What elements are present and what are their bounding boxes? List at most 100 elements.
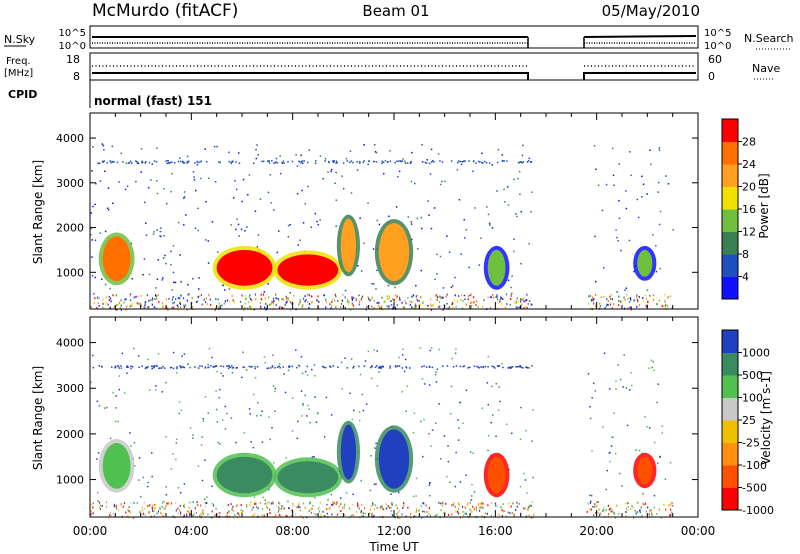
velocity-echo-point [201, 479, 204, 482]
power-clutter-point [475, 304, 477, 307]
power-echo-point [174, 281, 177, 284]
velocity-ytick-label: 2000 [56, 428, 84, 441]
velocity-clutter-point [202, 511, 204, 514]
velocity-clutter-point [396, 507, 398, 510]
power-echo-point [351, 297, 353, 300]
velocity-echo-point [115, 395, 117, 397]
velocity-band-point [396, 365, 399, 367]
power-echo-region [277, 254, 339, 286]
power-echo-point [594, 280, 597, 283]
velocity-echo-point [133, 465, 136, 467]
power-echo-point [518, 306, 520, 309]
velocity-clutter-point [115, 504, 117, 507]
power-clutter-point [378, 307, 381, 310]
velocity-band-point [405, 367, 408, 369]
power-colorbar-tick-label: 8 [742, 248, 749, 261]
power-echo-point [513, 238, 515, 240]
power-echo-point [464, 298, 466, 301]
power-clutter-point [185, 304, 187, 307]
velocity-echo-point [317, 412, 319, 415]
power-echo-point [410, 180, 413, 183]
power-echo-point [427, 200, 429, 202]
power-clutter-point [129, 294, 131, 297]
velocity-echo-point [304, 394, 306, 397]
power-clutter-point [504, 306, 506, 309]
velocity-clutter-point [211, 510, 213, 513]
velocity-clutter-point [251, 508, 253, 511]
velocity-band-point [212, 366, 215, 368]
velocity-echo-point [429, 482, 431, 485]
power-clutter-point [209, 298, 211, 301]
power-band-point [472, 160, 475, 162]
velocity-echo-point [149, 389, 151, 391]
velocity-clutter-point [641, 514, 643, 517]
power-echo-point [428, 214, 430, 217]
velocity-echo-point [457, 512, 460, 515]
velocity-echo-point [338, 505, 341, 508]
velocity-echo-point [646, 425, 648, 428]
power-clutter-point [629, 306, 631, 309]
velocity-band-point [204, 366, 207, 368]
power-echo-region [216, 249, 273, 286]
velocity-echo-point [172, 453, 174, 455]
power-band-point [219, 161, 221, 164]
power-clutter-point [462, 299, 464, 302]
velocity-echo-point [390, 510, 393, 512]
velocity-clutter-point [472, 505, 474, 508]
velocity-clutter-point [186, 513, 188, 516]
power-band-point [400, 160, 402, 163]
velocity-clutter-point [604, 510, 606, 513]
power-echo-point [489, 224, 491, 226]
velocity-echo-point [274, 410, 276, 412]
power-band-point [475, 162, 477, 164]
power-echo-point [155, 287, 157, 289]
velocity-band-point [398, 365, 401, 367]
velocity-clutter-point [290, 511, 292, 514]
velocity-echo-point [462, 422, 464, 425]
power-clutter-point [404, 300, 406, 303]
power-clutter-point [662, 305, 664, 308]
power-echo-point [499, 299, 502, 301]
power-echo-point [237, 152, 240, 154]
power-echo-point [421, 144, 423, 146]
velocity-echo-point [314, 496, 316, 499]
velocity-clutter-point [357, 505, 359, 508]
power-clutter-point [186, 299, 188, 302]
power-echo-point [620, 249, 622, 252]
velocity-clutter-point [451, 504, 453, 507]
nave-tick-bottom: 0 [708, 70, 715, 83]
power-clutter-point [652, 298, 655, 301]
velocity-echo-point [349, 392, 351, 395]
power-band-point [359, 162, 361, 164]
velocity-clutter-point [143, 501, 146, 504]
velocity-band-point [468, 366, 471, 369]
velocity-echo-point [591, 397, 593, 399]
power-echo-point [521, 154, 524, 157]
velocity-echo-point [211, 356, 213, 359]
noise-left-tick-top: 10^5 [59, 28, 86, 39]
power-band-point [283, 162, 285, 164]
velocity-clutter-point [286, 515, 288, 518]
velocity-clutter-point [462, 510, 464, 513]
velocity-clutter-point [219, 511, 221, 514]
velocity-clutter-point [199, 514, 201, 517]
power-clutter-point [182, 297, 185, 300]
velocity-echo-point [501, 363, 503, 365]
velocity-echo-point [429, 349, 432, 352]
velocity-colorbar-tick-label: -25 [742, 437, 760, 450]
power-echo-point [451, 301, 454, 304]
power-band-point [262, 160, 265, 163]
power-echo-point [302, 222, 305, 224]
power-band-point [382, 161, 385, 164]
power-echo-point [130, 242, 133, 245]
power-echo-point [370, 305, 373, 308]
power-echo-point [240, 228, 243, 231]
power-echo-point [172, 271, 175, 274]
velocity-clutter-point [503, 510, 505, 513]
power-echo-point [299, 239, 301, 242]
power-echo-point [278, 230, 280, 232]
velocity-colorbar-tick-label: 1000 [742, 347, 770, 360]
power-band-point [315, 160, 317, 162]
velocity-clutter-point [317, 507, 320, 510]
velocity-clutter-point [92, 506, 94, 509]
